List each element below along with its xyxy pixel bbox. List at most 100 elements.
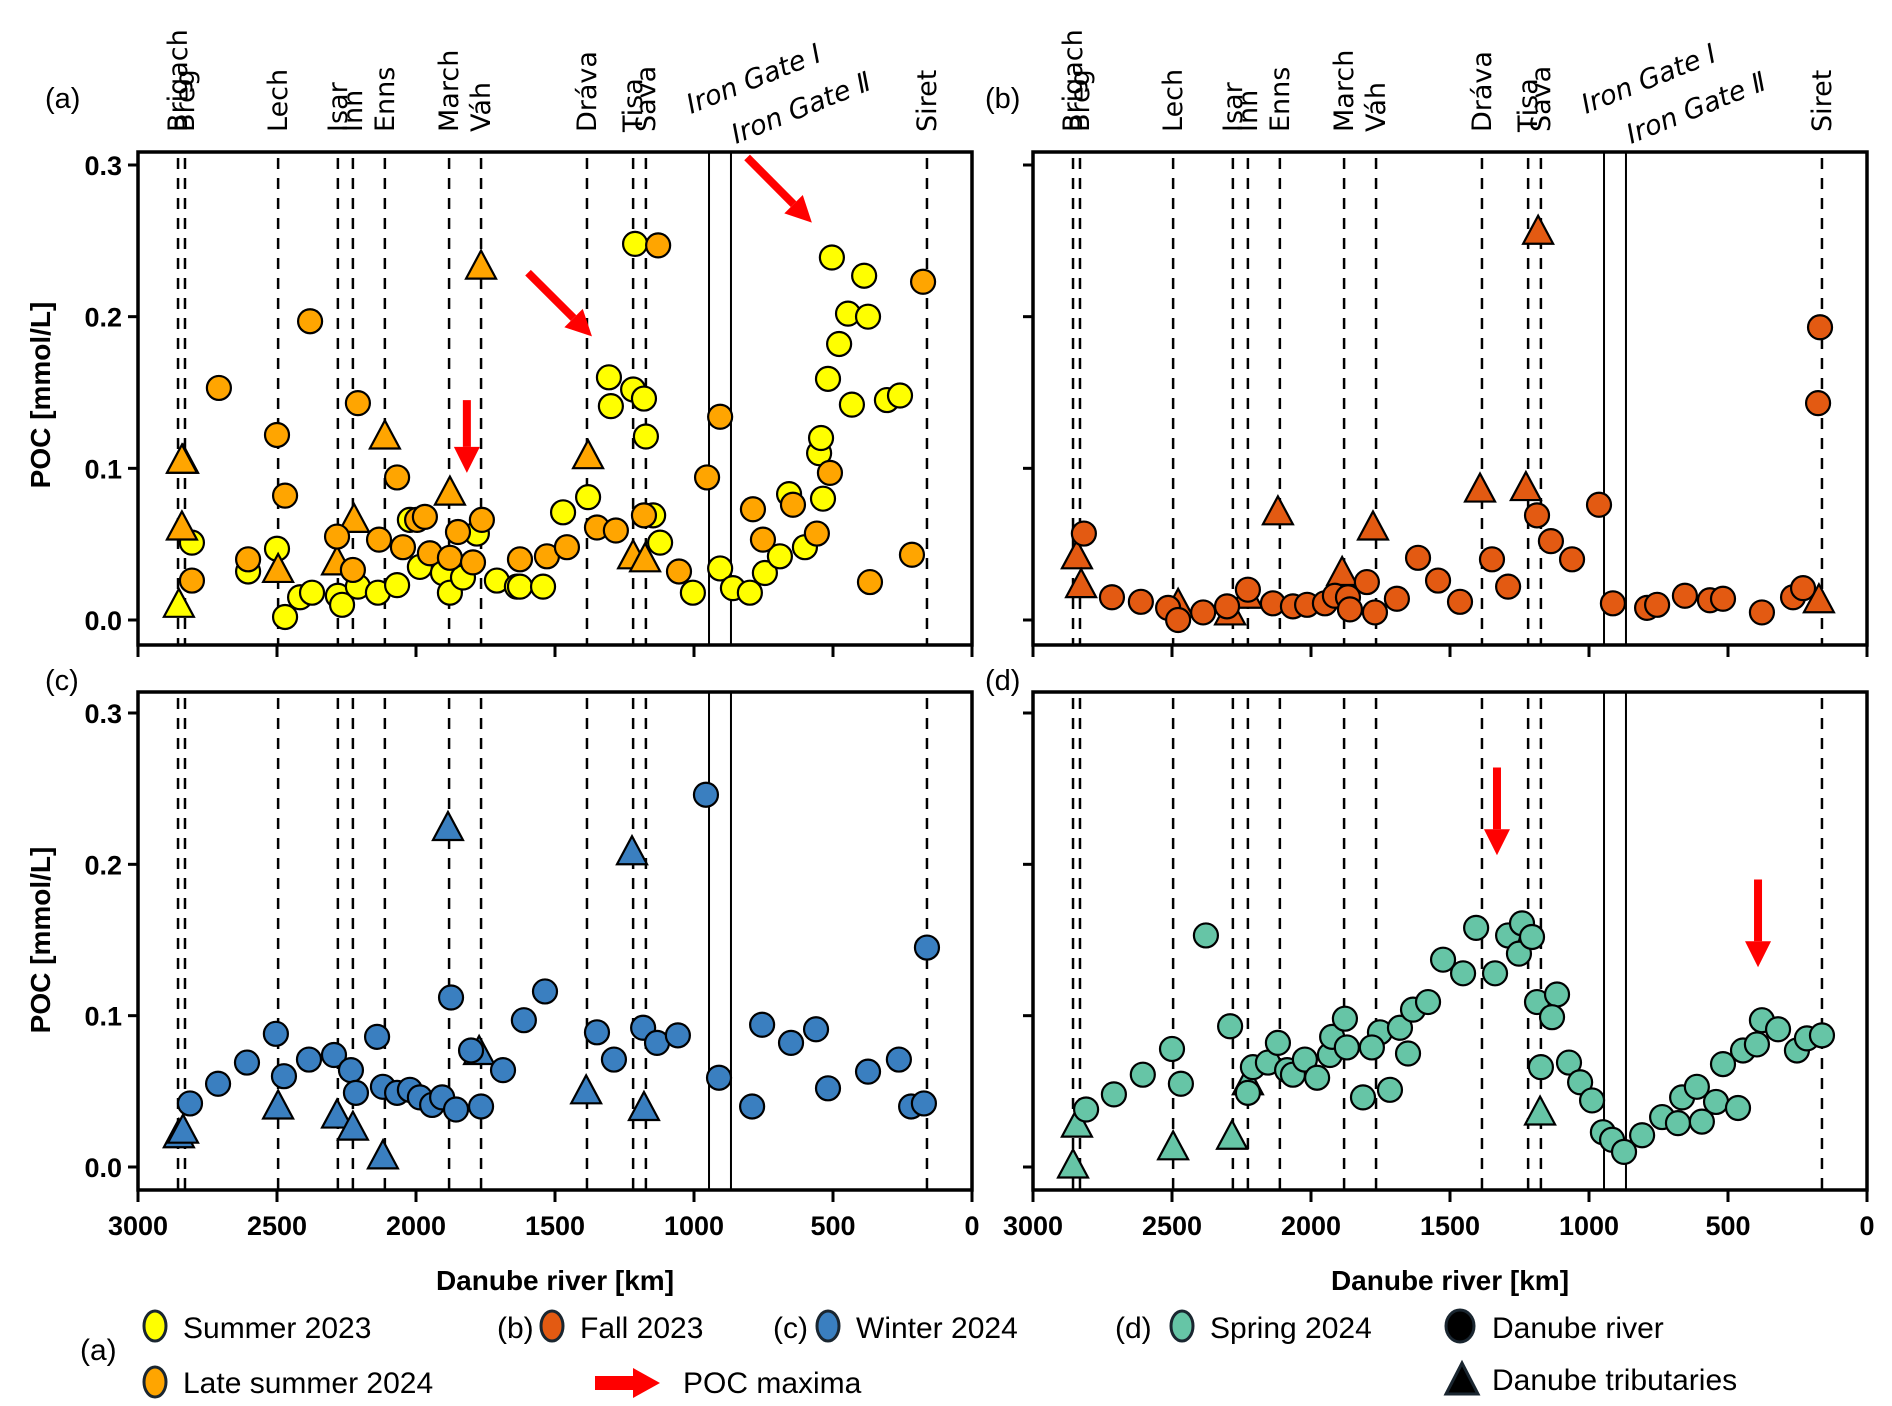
river-point-spring-2024 — [1264, 1029, 1292, 1057]
river-point-spring-2024 — [1543, 981, 1571, 1008]
river-point-winter-2024 — [692, 781, 720, 808]
river-point-winter-2024 — [467, 1093, 495, 1120]
river-point-spring-2024 — [1578, 1087, 1606, 1114]
river-point-spring-2024 — [1518, 923, 1546, 951]
tributary-label-váh: Váh — [1361, 82, 1392, 132]
x-tick-label: 1500 — [1420, 1211, 1480, 1241]
river-point-summer-2023 — [854, 303, 882, 330]
river-point-spring-2024 — [1358, 1034, 1385, 1061]
tributary-point-late-summer-2024 — [464, 248, 498, 280]
river-point-late-summer-2024 — [459, 549, 487, 576]
river-point-fall-2023 — [1558, 546, 1586, 573]
river-point-winter-2024 — [457, 1037, 485, 1064]
river-point-spring-2024 — [1555, 1049, 1583, 1076]
tributary-point-spring-2024 — [1156, 1128, 1190, 1161]
river-point-late-summer-2024 — [271, 482, 299, 509]
y-tick-label: 0.1 — [84, 454, 122, 484]
legend-marker-danube-river — [1444, 1308, 1476, 1344]
river-point-spring-2024 — [1129, 1061, 1156, 1088]
river-point-summer-2023 — [574, 484, 602, 511]
legend-marker-fall-2023 — [539, 1309, 565, 1343]
river-point-spring-2024 — [1386, 1014, 1414, 1041]
river-point-late-summer-2024 — [693, 464, 721, 491]
tributary-label-breg: Breg — [170, 69, 201, 132]
river-point-summer-2023 — [751, 559, 778, 587]
river-point-fall-2023 — [1709, 585, 1737, 612]
river-point-late-summer-2024 — [779, 491, 807, 518]
river-point-winter-2024 — [802, 1016, 830, 1043]
river-point-fall-2023 — [1336, 596, 1364, 623]
river-point-fall-2023 — [1361, 599, 1389, 626]
river-point-spring-2024 — [1429, 946, 1457, 973]
y-tick-label: 0.1 — [84, 1002, 122, 1032]
plot-frame — [136, 690, 974, 1192]
river-point-summer-2023 — [298, 579, 326, 606]
x-tick-label: 2000 — [386, 1211, 446, 1241]
river-point-late-summer-2024 — [389, 534, 417, 561]
river-point-fall-2023 — [1495, 573, 1522, 600]
river-point-late-summer-2024 — [468, 506, 495, 534]
tributary-point-summer-2023 — [162, 586, 196, 618]
panel-label: (a) — [45, 83, 80, 115]
poc-maxima-arrow — [1745, 879, 1772, 968]
river-point-late-summer-2024 — [630, 502, 658, 529]
tributary-label-brigach: Brigach — [1058, 29, 1089, 132]
river-point-spring-2024 — [1376, 1076, 1404, 1103]
river-point-spring-2024 — [1724, 1094, 1752, 1122]
legend-label-poc-maxima: POC maxima — [683, 1367, 862, 1400]
tributary-point-fall-2023 — [1325, 554, 1359, 587]
panel-label: (d) — [985, 665, 1020, 697]
x-tick-label: 2000 — [1281, 1211, 1341, 1241]
river-point-summer-2023 — [621, 230, 649, 257]
y-tick-label: 0.0 — [84, 606, 122, 636]
river-point-summer-2023 — [383, 572, 411, 599]
river-point-summer-2023 — [707, 555, 734, 582]
river-point-spring-2024 — [1331, 1005, 1359, 1032]
y-tick-label: 0.3 — [84, 699, 122, 729]
river-point-winter-2024 — [233, 1049, 261, 1076]
legend-prefix-c: (c) — [773, 1312, 808, 1345]
river-point-winter-2024 — [320, 1041, 348, 1069]
river-point-spring-2024 — [1481, 960, 1509, 987]
tributary-label-march: March — [434, 50, 465, 132]
river-point-spring-2024 — [1610, 1138, 1638, 1165]
poc-maxima-arrow — [525, 269, 592, 337]
river-point-late-summer-2024 — [749, 526, 777, 553]
river-point-spring-2024 — [1304, 1064, 1331, 1091]
tributary-point-fall-2023 — [1261, 493, 1295, 526]
river-point-winter-2024 — [885, 1046, 912, 1073]
tributary-label-enns: Enns — [370, 67, 401, 132]
river-point-fall-2023 — [1537, 528, 1565, 555]
river-point-fall-2023 — [1353, 568, 1380, 596]
legend-marker-spring-2024 — [1169, 1309, 1195, 1343]
legend: (a) Summer 2023 Late summer 2024 (b) Fal… — [80, 1308, 1737, 1400]
river-point-spring-2024 — [1333, 1034, 1360, 1061]
tributary-label-sava: Sava — [631, 66, 662, 132]
river-point-spring-2024 — [1463, 914, 1490, 941]
river-point-late-summer-2024 — [234, 546, 262, 573]
tributary-point-winter-2024 — [569, 1073, 603, 1105]
tributary-point-spring-2024 — [1215, 1118, 1249, 1150]
legend-label-summer-2023: Summer 2023 — [183, 1312, 371, 1345]
arrow-head — [784, 195, 812, 223]
arrow-head — [453, 446, 480, 473]
river-point-late-summer-2024 — [263, 421, 291, 449]
river-point-winter-2024 — [531, 978, 559, 1005]
y-axis-title-top: POC [mmol/L] — [25, 302, 56, 489]
river-point-spring-2024 — [1291, 1046, 1318, 1073]
river-point-summer-2023 — [271, 603, 299, 631]
panel-d: (d) 3000 2500 2000 1500 1000 500 0 — [985, 665, 1875, 1241]
river-point-spring-2024 — [1538, 1004, 1566, 1031]
x-tick-label: 3000 — [108, 1211, 168, 1241]
tributary-point-fall-2023 — [1064, 566, 1098, 599]
x-tick-label: 2500 — [1142, 1211, 1202, 1241]
river-point-winter-2024 — [814, 1075, 842, 1102]
y-tick-label: 0.3 — [84, 151, 122, 181]
river-point-late-summer-2024 — [707, 403, 734, 430]
tributary-label-dráva: Dráva — [1467, 51, 1498, 132]
tributary-label-tisa: Tisa — [618, 78, 649, 133]
tributary-point-late-summer-2024 — [628, 541, 662, 573]
legend-marker-danube-tributaries — [1443, 1359, 1481, 1396]
x-axis-title-right: Danube river [km] — [1331, 1265, 1569, 1296]
river-point-spring-2024 — [1217, 1013, 1244, 1040]
